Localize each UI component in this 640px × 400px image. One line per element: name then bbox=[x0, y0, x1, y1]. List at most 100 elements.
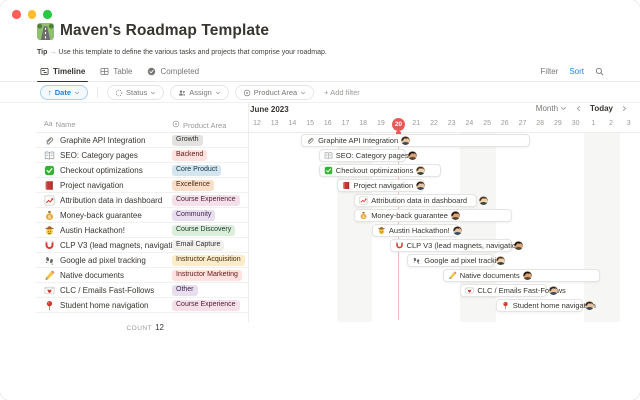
bar-label: CLP V3 (lead magnets, navigation) bbox=[406, 241, 523, 250]
status-filter-pill[interactable]: Status bbox=[107, 85, 165, 100]
timeline-bar[interactable]: SEO: Category pages bbox=[318, 149, 417, 162]
pill-label: Assign bbox=[189, 88, 212, 97]
bar-label: Money-back guarantee bbox=[371, 211, 448, 220]
table-row[interactable]: SEO: Category pages Backend bbox=[36, 148, 248, 163]
motorway-icon[interactable] bbox=[37, 22, 54, 40]
product-area-tag[interactable]: Email Capture bbox=[172, 239, 225, 251]
prev-period-button[interactable] bbox=[575, 105, 582, 112]
timeline-bar[interactable]: Google ad pixel tracking bbox=[407, 254, 506, 267]
day-label: 14 bbox=[288, 120, 297, 127]
timeline-bar[interactable]: Project navigation bbox=[336, 179, 426, 192]
round-pushpin-icon bbox=[501, 301, 510, 310]
table-row[interactable]: $ Money-back guarantee Community bbox=[36, 208, 248, 223]
today-button[interactable]: Today bbox=[590, 104, 613, 113]
product-area-tag[interactable]: Course Experience bbox=[172, 194, 240, 206]
timeline-bar[interactable]: Checkout optimizations bbox=[318, 164, 442, 177]
status-property-icon bbox=[115, 89, 123, 97]
date-sort-pill[interactable]: ↑ Date bbox=[40, 85, 89, 100]
timeline-bar[interactable]: Student home navigation bbox=[495, 299, 596, 312]
red-book-icon bbox=[342, 181, 351, 190]
add-filter-button[interactable]: + Add filter bbox=[324, 88, 360, 97]
close-window-button[interactable] bbox=[12, 10, 21, 19]
table-row[interactable]: Native documents Instructor Marketing bbox=[36, 268, 248, 283]
day-label: 16 bbox=[323, 120, 332, 127]
pill-label: Date bbox=[54, 88, 72, 97]
love-letter-icon bbox=[465, 286, 474, 295]
day-label: 27 bbox=[518, 120, 527, 127]
table-row[interactable]: Student home navigation Course Experienc… bbox=[36, 298, 248, 313]
table-row[interactable]: Graphite API Integration Growth bbox=[36, 133, 248, 148]
product-area-tag[interactable]: Instructor Marketing bbox=[172, 269, 242, 281]
task-name: Graphite API Integration bbox=[60, 135, 146, 145]
day-label: 12 bbox=[253, 120, 261, 127]
page-title: Maven's Roadmap Template bbox=[60, 22, 270, 39]
product-area-tag[interactable]: Course Experience bbox=[172, 299, 240, 311]
pencil-icon bbox=[44, 270, 55, 281]
product-area-tag[interactable]: Course Discovery bbox=[172, 224, 236, 236]
timeline-bar[interactable]: CLP V3 (lead magnets, navigation) bbox=[389, 239, 523, 252]
pencil-icon bbox=[448, 271, 457, 280]
task-name: Attribution data in dashboard bbox=[60, 195, 163, 205]
timeline-bar[interactable]: Austin Hackathon! bbox=[371, 224, 462, 237]
money-bag-icon: $ bbox=[359, 211, 368, 220]
table-row[interactable]: CLP V3 (lead magnets, navigation) Email … bbox=[36, 238, 248, 253]
product-area-tag[interactable]: Growth bbox=[172, 134, 203, 146]
name-column-header[interactable]: Aa Name bbox=[44, 120, 76, 129]
paperclip-icon bbox=[306, 136, 315, 145]
table-row[interactable]: CLC / Emails Fast-Follows Other bbox=[36, 283, 248, 298]
product-area-tag[interactable]: Instructor Acquisition bbox=[172, 254, 245, 266]
timeline-bar[interactable]: CLC / Emails Fast-Follows bbox=[460, 284, 566, 297]
sort-button[interactable]: Sort bbox=[569, 66, 584, 76]
column-header-label: Product Area bbox=[183, 120, 227, 130]
divider bbox=[36, 132, 640, 133]
today-date-badge: 20 bbox=[391, 117, 405, 131]
count-value: 12 bbox=[155, 323, 164, 332]
assignee-avatar bbox=[416, 166, 426, 175]
select-property-icon bbox=[243, 89, 251, 97]
love-letter-icon bbox=[44, 285, 55, 296]
product-area-tag[interactable]: Excellence bbox=[172, 179, 214, 191]
search-icon[interactable] bbox=[595, 67, 604, 76]
product-area-tag[interactable]: Other bbox=[172, 284, 198, 296]
zoom-level-select[interactable]: Month bbox=[536, 104, 567, 113]
cowboy-hat-icon bbox=[377, 226, 386, 235]
product-area-tag[interactable]: Core Product bbox=[172, 164, 222, 176]
day-label: 3 bbox=[626, 120, 631, 127]
day-label: 26 bbox=[500, 120, 509, 127]
task-name: SEO: Category pages bbox=[60, 150, 138, 160]
zoom-level-label: Month bbox=[535, 104, 559, 113]
table-row[interactable]: Project navigation Excellence bbox=[36, 178, 248, 193]
zoom-window-button[interactable] bbox=[43, 10, 52, 19]
next-period-button[interactable] bbox=[621, 105, 628, 112]
open-book-icon bbox=[44, 150, 55, 161]
day-label: 19 bbox=[376, 120, 385, 127]
tab-table[interactable]: Table bbox=[100, 61, 132, 81]
timeline-bar[interactable]: $ Money-back guarantee bbox=[354, 209, 512, 222]
task-name: Money-back guarantee bbox=[60, 210, 142, 220]
table-row[interactable]: Austin Hackathon! Course Discovery bbox=[36, 223, 248, 238]
text-property-icon: Aa bbox=[44, 121, 53, 128]
filter-button[interactable]: Filter bbox=[540, 66, 559, 76]
assignee-avatar bbox=[513, 241, 523, 250]
chevron-down-icon bbox=[300, 90, 306, 96]
table-row[interactable]: Google ad pixel tracking Instructor Acqu… bbox=[36, 253, 248, 268]
product-area-filter-pill[interactable]: Product Area bbox=[234, 85, 315, 100]
tab-timeline[interactable]: Timeline bbox=[36, 61, 89, 82]
product-area-tag[interactable]: Community bbox=[172, 209, 216, 221]
assignee-avatar bbox=[416, 181, 426, 190]
minimize-window-button[interactable] bbox=[27, 10, 36, 19]
assignee-avatar bbox=[522, 271, 532, 280]
product-area-column-header[interactable]: Product Area bbox=[172, 120, 226, 130]
arrow-right-icon: → bbox=[49, 49, 57, 56]
timeline-bar[interactable]: Attribution data in dashboard bbox=[354, 194, 488, 207]
paperclip-icon bbox=[44, 135, 55, 146]
table-row[interactable]: Attribution data in dashboard Course Exp… bbox=[36, 193, 248, 208]
tab-completed[interactable]: Completed bbox=[147, 61, 199, 81]
timeline-bar[interactable]: Native documents bbox=[442, 269, 601, 282]
timeline-bar[interactable]: Graphite API Integration bbox=[301, 134, 530, 147]
day-label: 1 bbox=[591, 120, 596, 127]
table-row[interactable]: Checkout optimizations Core Product bbox=[36, 163, 248, 178]
product-area-tag[interactable]: Backend bbox=[172, 149, 208, 161]
timeline-view-icon bbox=[40, 67, 49, 76]
assign-filter-pill[interactable]: Assign bbox=[170, 85, 229, 100]
